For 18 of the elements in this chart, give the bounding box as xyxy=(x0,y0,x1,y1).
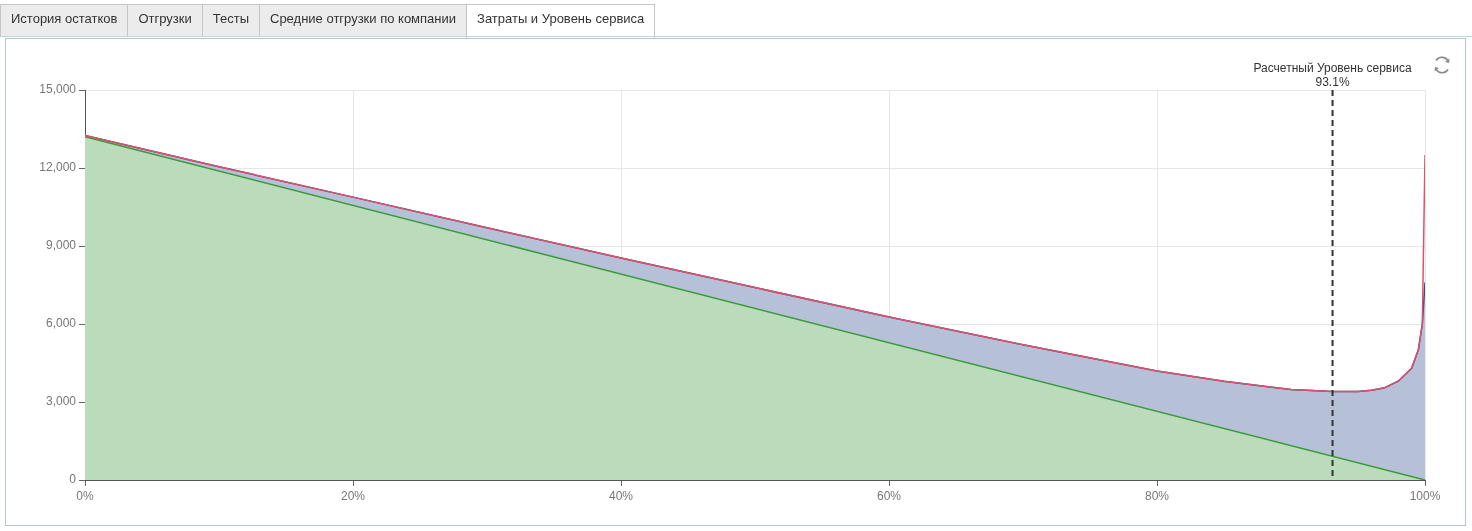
text: Отгрузки xyxy=(127,4,203,37)
text: Затраты и Уровень сервиса xyxy=(466,4,656,38)
ref-line-label: Расчетный Уровень сервиса 93.1% xyxy=(1253,61,1412,89)
y-tick-label: 12,000 xyxy=(39,160,77,175)
x-tick-label: 60% xyxy=(876,488,902,503)
text: Тесты xyxy=(201,4,260,37)
text: История остатков xyxy=(0,4,129,37)
text: Средние отгрузки по компании xyxy=(259,4,468,37)
y-tick-label: 9,000 xyxy=(45,238,77,253)
y-tick-label: 3,000 xyxy=(45,394,77,409)
y-tick-label: 6,000 xyxy=(45,316,77,331)
x-tick-label: 40% xyxy=(608,488,634,503)
x-tick-label: 20% xyxy=(340,488,366,503)
x-tick-label: 100% xyxy=(1409,488,1441,503)
x-tick-label: 80% xyxy=(1144,488,1170,503)
x-tick-label: 0% xyxy=(76,488,94,503)
y-tick-label: 15,000 xyxy=(39,82,77,97)
y-tick-label: 0 xyxy=(69,472,77,487)
